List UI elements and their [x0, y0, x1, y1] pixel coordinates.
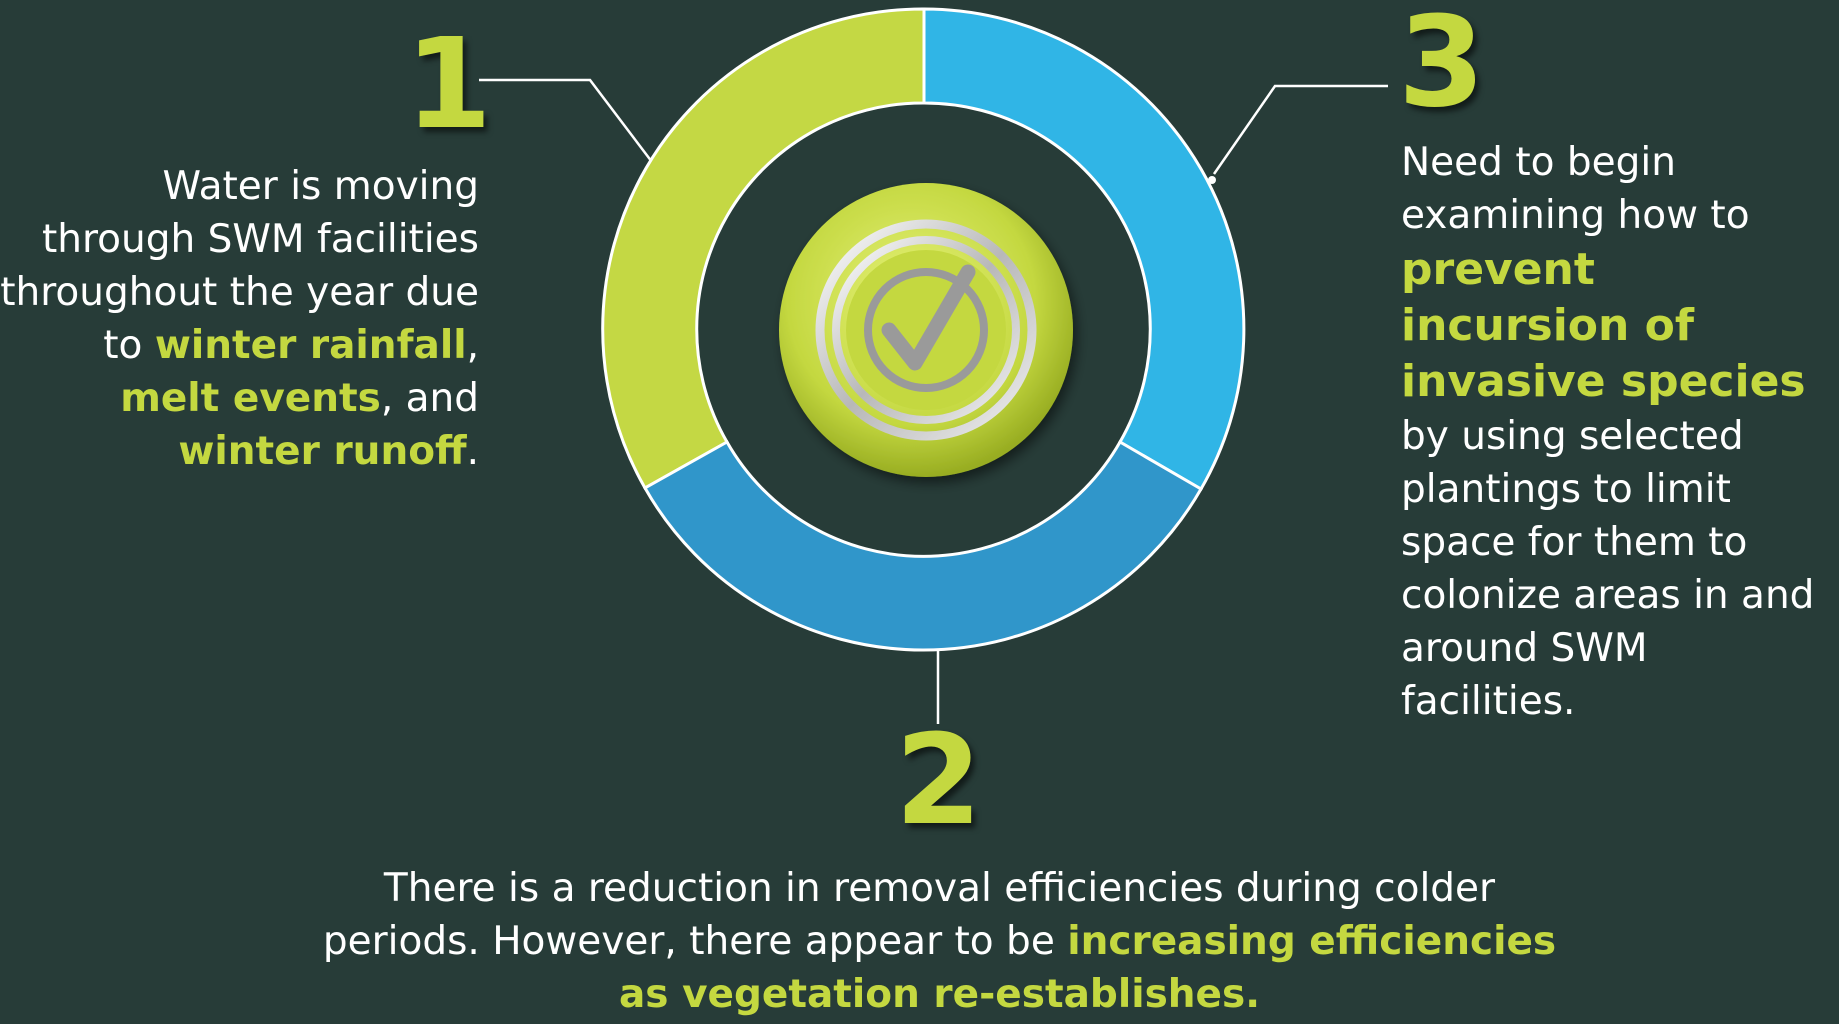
- ring-segment-2: [642, 439, 1204, 652]
- point-2-lead: There is a reduction in removal efficien…: [322, 866, 1496, 964]
- checkmark-button-icon: [779, 183, 1073, 477]
- point-3-text: Need to begin examining how to prevent i…: [1401, 136, 1831, 728]
- point-3-lead: Need to begin examining how to: [1401, 140, 1750, 238]
- point-1-separator-2: , and: [380, 376, 479, 421]
- point-1-text: Water is moving through SWM facilities t…: [0, 160, 479, 478]
- ring-segment-1: [601, 7, 926, 491]
- point-1-highlight-melt-events: melt events: [120, 376, 381, 421]
- point-1-highlight-winter-rainfall: winter rainfall: [154, 323, 467, 368]
- point-1-lead: Water is moving through SWM facilities t…: [0, 164, 479, 368]
- connector-line-1: [479, 78, 653, 163]
- connector-dot-3: [1208, 176, 1216, 184]
- point-1-separator-1: ,: [466, 323, 479, 368]
- point-1-highlight-winter-runoff: winter runoff: [178, 429, 467, 474]
- connector-line-3: [1212, 84, 1388, 175]
- point-2-text: There is a reduction in removal efficien…: [300, 862, 1579, 1021]
- ring-segment-3: [922, 7, 1246, 492]
- point-3-number: 3: [1398, 0, 1485, 135]
- point-1-end: .: [466, 429, 479, 474]
- point-3-highlight: prevent incursion of invasive species: [1401, 244, 1806, 407]
- point-2-highlight: increasing efficiencies as vegetation re…: [618, 919, 1557, 1017]
- point-3-rest: by using selected plantings to limit spa…: [1401, 414, 1815, 724]
- point-2-number: 2: [895, 708, 982, 853]
- point-1-number: 1: [405, 12, 492, 157]
